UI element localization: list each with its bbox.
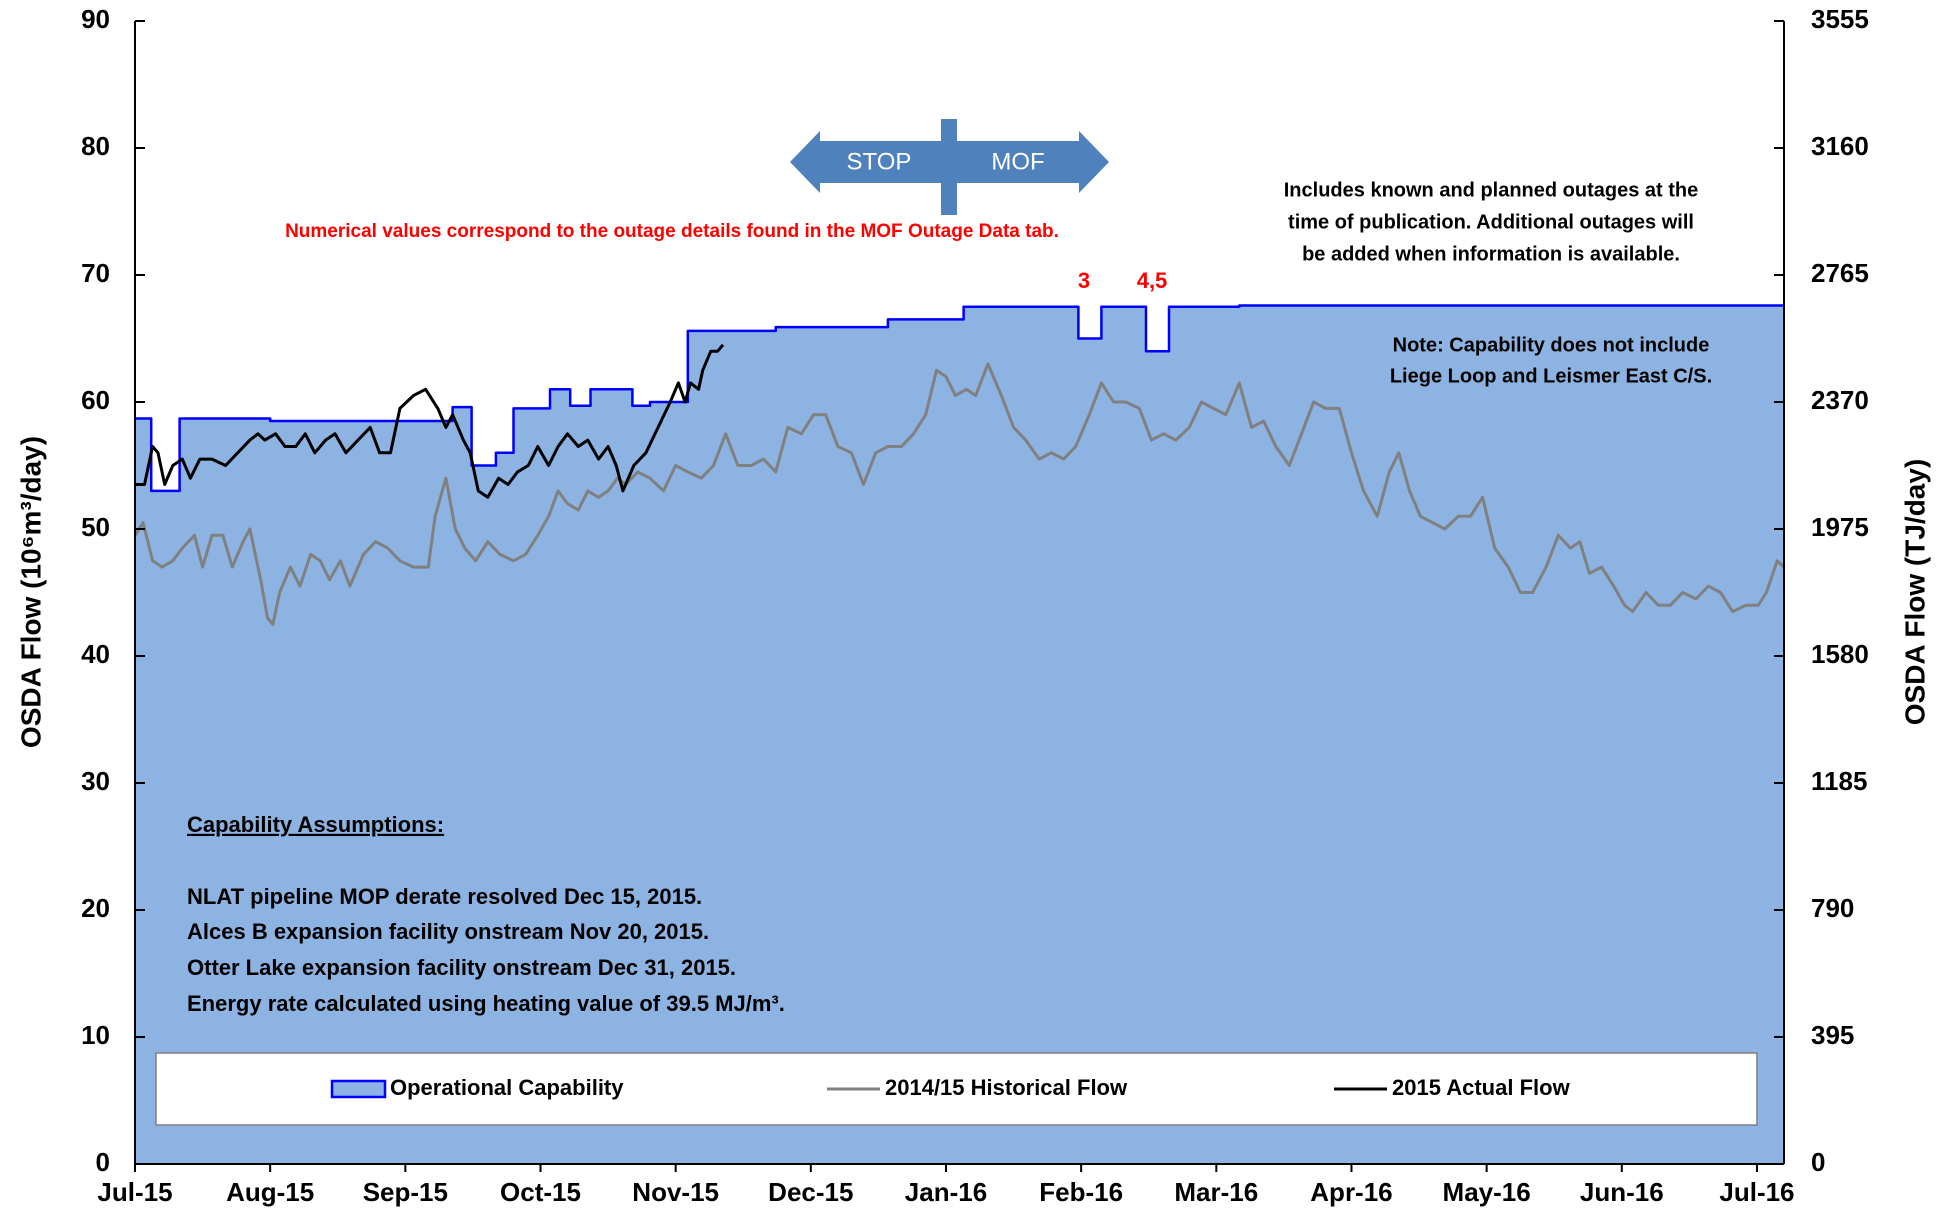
y-axis-title: OSDA Flow (10⁶m³/day): [15, 436, 46, 748]
x-tick-label: Feb-16: [1039, 1177, 1123, 1207]
assumption: NLAT pipeline MOP derate resolved Dec 15…: [187, 884, 702, 909]
arrow-bar: [941, 119, 957, 215]
outage-annotation: 3: [1078, 268, 1090, 293]
x-tick-label: Jan-16: [905, 1177, 987, 1207]
x-tick-label: Jun-16: [1580, 1177, 1664, 1207]
legend-label: Operational Capability: [390, 1075, 624, 1100]
stop-mof-arrow: [790, 119, 1109, 215]
x-tick-label: Jul-16: [1719, 1177, 1794, 1207]
outage-note: Includes known and planned outages at th…: [1284, 179, 1699, 201]
capability-note: Liege Loop and Leismer East C/S.: [1390, 365, 1712, 387]
assumption: Otter Lake expansion facility onstream D…: [187, 955, 736, 980]
y2-tick-label: 1975: [1811, 512, 1869, 542]
x-tick-label: Jul-15: [97, 1177, 172, 1207]
outage-annotation: 4,5: [1137, 268, 1168, 293]
overlay: Numerical values correspond to the outag…: [15, 119, 1930, 1016]
y2-tick-label: 1185: [1811, 766, 1867, 796]
outage-note: be added when information is available.: [1302, 243, 1680, 265]
y2-tick-label: 3160: [1811, 131, 1869, 161]
y-tick-label: 70: [81, 258, 110, 288]
arrow-label: MOF: [991, 148, 1044, 175]
y2-tick-label: 2765: [1811, 258, 1869, 288]
legend-swatch: [330, 1079, 387, 1099]
x-tick-label: Apr-16: [1310, 1177, 1392, 1207]
x-tick-label: Aug-15: [226, 1177, 314, 1207]
y-tick-label: 90: [81, 4, 110, 34]
y2-tick-label: 3555: [1811, 4, 1869, 34]
capability-note: Note: Capability does not include: [1393, 334, 1710, 356]
y2-tick-label: 395: [1811, 1020, 1854, 1050]
area: [135, 305, 1784, 1164]
y-tick-label: 50: [81, 512, 110, 542]
y2-tick-label: 790: [1811, 893, 1854, 923]
y-tick-label: 10: [81, 1020, 110, 1050]
x-tick-label: Mar-16: [1174, 1177, 1258, 1207]
y-tick-label: 80: [81, 131, 110, 161]
series-line: [135, 304, 1784, 493]
legend: Operational Capability 2014/15 Historical…: [155, 1052, 1758, 1126]
series-line: [135, 343, 725, 499]
outage-note: time of publication. Additional outages …: [1288, 211, 1694, 233]
y-tick-label: 40: [81, 639, 110, 669]
plot-area: 0 10 20 30 40 50 60 70 80 90 0 395 790 1185 1580 1975 23…: [81, 4, 1869, 1207]
x-tick-label: May-16: [1443, 1177, 1531, 1207]
assumption: Energy rate calculated using heating val…: [187, 991, 785, 1016]
y-tick-label: 60: [81, 385, 110, 415]
x-tick-label: Dec-15: [768, 1177, 853, 1207]
x-tick-label: Sep-15: [363, 1177, 448, 1207]
y2-tick-label: 0: [1811, 1147, 1825, 1177]
series-line: [133, 362, 1786, 626]
assumptions-heading: Capability Assumptions:: [187, 812, 444, 837]
legend-label: 2014/15 Historical Flow: [885, 1075, 1128, 1100]
x-tick-label: Oct-15: [500, 1177, 581, 1207]
y-tick-label: 30: [81, 766, 110, 796]
x-tick-label: Nov-15: [632, 1177, 719, 1207]
legend-label: 2015 Actual Flow: [1392, 1075, 1571, 1100]
y2-tick-label: 2370: [1811, 385, 1869, 415]
y-tick-label: 20: [81, 893, 110, 923]
y2-tick-label: 1580: [1811, 639, 1869, 669]
red-note: Numerical values correspond to the outag…: [285, 221, 1059, 242]
assumption: Alces B expansion facility onstream Nov …: [187, 919, 709, 944]
y2-axis-title: OSDA Flow (TJ/day): [1899, 459, 1930, 726]
legend-box: [155, 1052, 1758, 1126]
arrow-label: STOP: [847, 148, 912, 175]
y-tick-label: 0: [96, 1147, 110, 1177]
